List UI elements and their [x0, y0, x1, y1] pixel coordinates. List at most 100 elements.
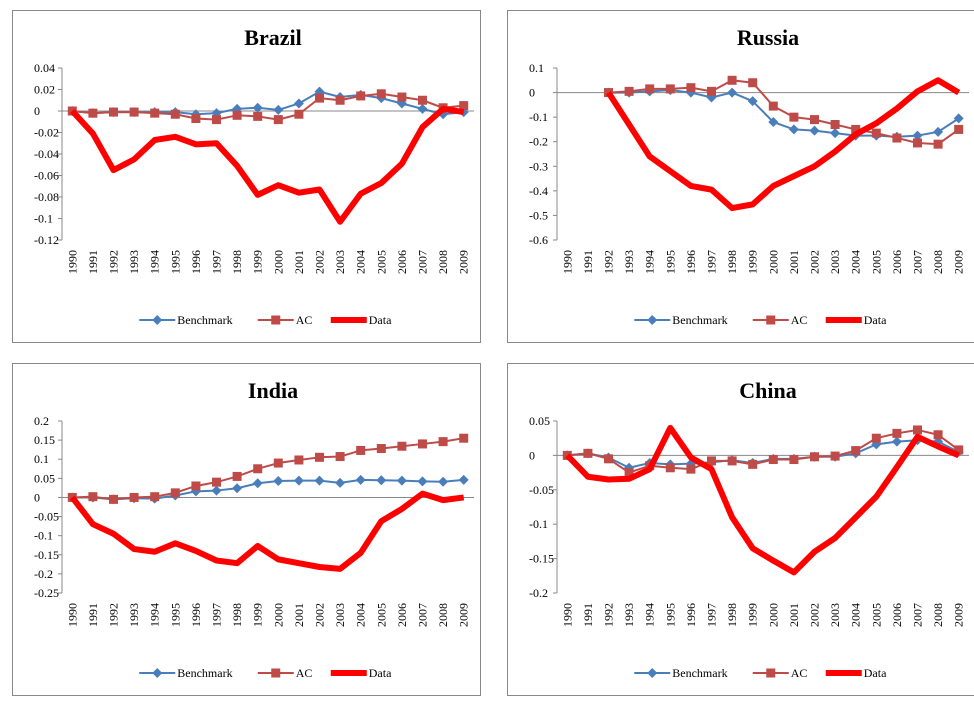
x-tick-label: 2003 [333, 250, 347, 274]
x-tick-label: 1996 [684, 250, 698, 274]
marker [129, 492, 139, 502]
marker [315, 93, 324, 103]
x-tick-label: 1999 [251, 603, 265, 627]
x-tick-label: 2002 [808, 250, 822, 274]
marker [727, 75, 737, 85]
y-tick-label: 0.05 [529, 414, 550, 428]
x-tick-label: 1995 [663, 250, 677, 274]
marker [727, 456, 737, 466]
marker [88, 492, 98, 502]
marker [810, 115, 819, 125]
x-tick-label: 1997 [705, 250, 719, 274]
x-tick-label: 1997 [210, 603, 224, 627]
x-tick-label: 1992 [602, 250, 616, 274]
chart-title: Russia [737, 25, 799, 50]
marker [933, 126, 944, 137]
x-tick-label: 2003 [828, 603, 842, 627]
marker [314, 475, 325, 486]
y-tick-label: -0.15 [34, 548, 59, 562]
x-tick-label: 1998 [230, 250, 244, 274]
marker [271, 668, 281, 678]
marker [232, 471, 242, 481]
x-tick-label: 1991 [86, 603, 100, 627]
y-tick-label: -0.2 [34, 567, 53, 581]
x-tick-label: 2009 [457, 250, 471, 274]
y-tick-label: -0.05 [34, 510, 59, 524]
y-tick-label: -0.2 [529, 135, 548, 149]
panel-border [507, 10, 974, 343]
series-line [565, 424, 960, 576]
x-tick-label: 1999 [746, 603, 760, 627]
x-tick-label: 2005 [374, 250, 388, 274]
marker [647, 315, 658, 325]
marker [892, 133, 902, 143]
y-tick-label: -0.1 [529, 110, 548, 124]
x-tick-label: 2006 [890, 603, 904, 627]
x-tick-label: 2000 [271, 250, 285, 274]
marker [397, 441, 407, 451]
x-tick-label: 1997 [210, 250, 224, 274]
marker [294, 455, 304, 465]
marker [191, 481, 201, 491]
marker [376, 444, 386, 454]
marker [624, 86, 634, 96]
marker [273, 115, 283, 125]
x-tick-label: 2004 [849, 603, 863, 627]
marker [293, 98, 304, 109]
y-tick-label: -0.5 [529, 208, 548, 222]
legend-label: Data [864, 313, 887, 327]
marker [748, 459, 758, 469]
y-tick-label: 0.1 [34, 452, 49, 466]
marker [871, 128, 881, 138]
x-tick-label: 2003 [333, 603, 347, 627]
marker [355, 474, 366, 485]
x-tick-label: 2008 [931, 250, 945, 274]
x-tick-label: 2005 [869, 603, 883, 627]
x-tick-label: 1999 [746, 250, 760, 274]
x-tick-label: 1993 [622, 250, 636, 274]
x-tick-label: 1998 [725, 250, 739, 274]
y-tick-label: 0 [34, 104, 40, 118]
marker [271, 315, 281, 325]
marker [830, 128, 841, 139]
marker [212, 477, 221, 487]
marker [252, 478, 263, 489]
marker [417, 103, 428, 114]
x-tick-label: 2001 [292, 250, 306, 274]
marker [830, 451, 840, 461]
y-tick-label: -0.1 [34, 212, 53, 226]
x-tick-label: 1994 [643, 603, 657, 627]
x-tick-label: 2001 [292, 603, 306, 627]
x-tick-label: 1991 [86, 250, 100, 274]
y-tick-label: -0.08 [34, 190, 59, 204]
marker [458, 474, 469, 485]
x-tick-label: 2003 [828, 250, 842, 274]
marker [686, 464, 696, 474]
marker [809, 125, 820, 136]
y-tick-label: 0 [529, 448, 535, 462]
legend-label: AC [296, 313, 313, 327]
marker [647, 668, 658, 678]
marker [232, 483, 243, 494]
marker [376, 89, 386, 99]
x-tick-label: 2000 [766, 250, 780, 274]
x-tick-label: 2008 [436, 250, 450, 274]
marker [232, 110, 242, 120]
x-tick-label: 1996 [189, 603, 203, 627]
y-tick-label: -0.02 [34, 126, 59, 140]
x-tick-label: 2006 [395, 250, 409, 274]
legend-label: AC [791, 313, 808, 327]
marker [954, 124, 964, 134]
series-line [69, 490, 465, 572]
marker [851, 124, 861, 134]
x-tick-label: 1991 [581, 250, 595, 274]
marker [129, 107, 139, 117]
x-tick-label: 2006 [890, 250, 904, 274]
marker [417, 476, 428, 487]
legend-label: Data [369, 666, 392, 680]
y-tick-label: 0 [529, 86, 535, 100]
legend-label: Benchmark [177, 313, 232, 327]
x-tick-label: 1996 [189, 250, 203, 274]
y-tick-label: -0.25 [34, 586, 59, 600]
